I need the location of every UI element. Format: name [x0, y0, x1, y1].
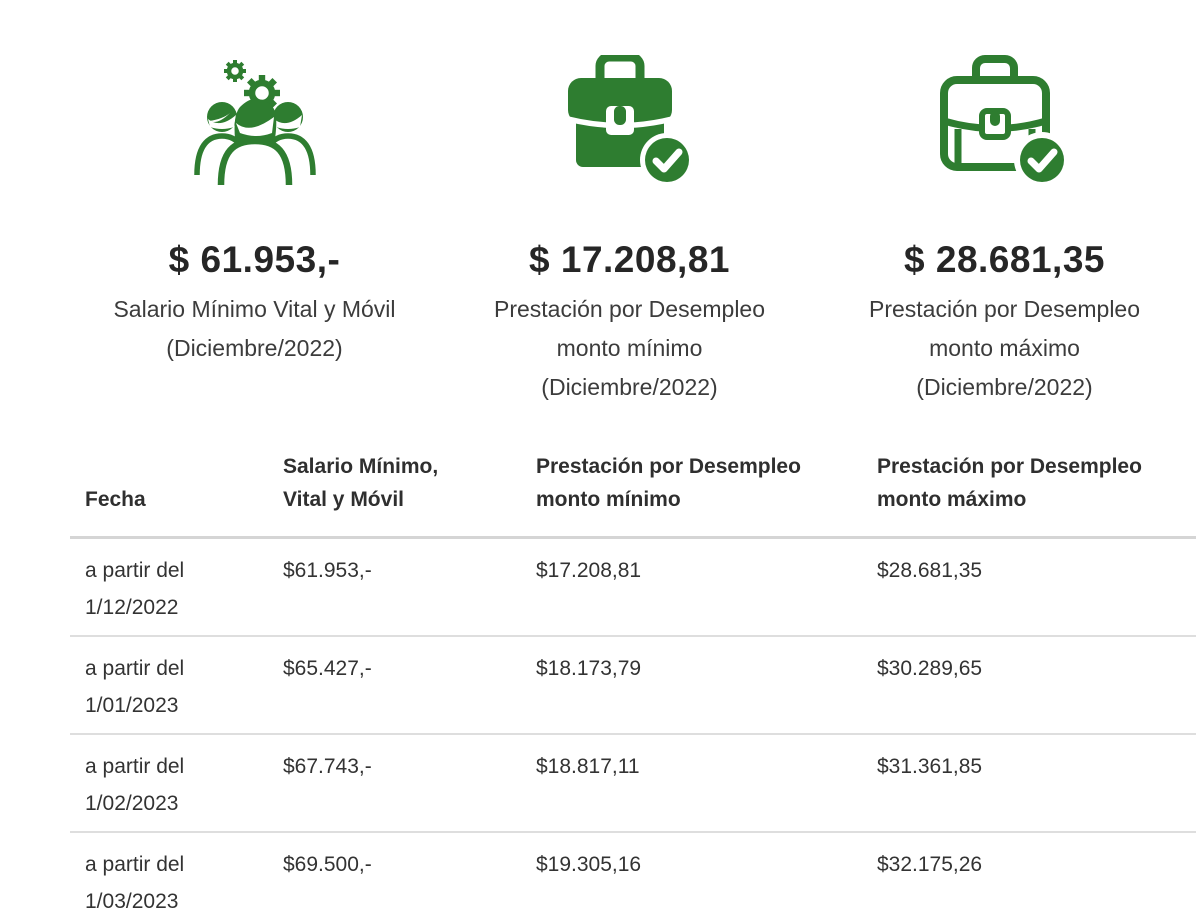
briefcase-check-filled-icon: [565, 30, 695, 187]
cell-desempleo-min: $18.817,11: [536, 734, 877, 833]
cell-desempleo-max: $31.361,85: [877, 734, 1196, 833]
cell-smvm: $67.743,-: [283, 734, 536, 833]
col-header-desempleo-maximo: Prestación por Desempleo monto máximo: [877, 435, 1196, 539]
col-header-desempleo-minimo: Prestación por Desempleo monto mínimo: [536, 435, 877, 539]
people-gears-icon: [190, 30, 320, 186]
cell-desempleo-max: $28.681,35: [877, 537, 1196, 637]
briefcase-check-outline-icon: [939, 30, 1070, 188]
stats-section: $ 61.953,- Salario Mínimo Vital y Móvil …: [67, 0, 1200, 407]
cell-desempleo-min: $19.305,16: [536, 853, 642, 876]
table-row: a partir del 1/02/2023 $67.743,- $18.817…: [70, 734, 1196, 833]
cell-smvm: $65.427,-: [283, 636, 536, 735]
cell-smvm: $61.953,-: [283, 537, 536, 637]
stat-caption: Prestación por Desempleo monto máximo (D…: [868, 296, 1141, 400]
table-row: a partir del 1/03/2023 $69.500,- $19.305…: [70, 832, 1196, 916]
stat-card-smvm: $ 61.953,- Salario Mínimo Vital y Móvil …: [67, 30, 442, 407]
col-header-salario-minimo: Salario Mínimo, Vital y Móvil: [283, 435, 536, 539]
table-row: a partir del 1/12/2022 $61.953,- $17.208…: [70, 537, 1196, 637]
col-header-fecha: Fecha: [70, 435, 283, 539]
cell-fecha: a partir del 1/12/2022: [70, 537, 283, 637]
stat-card-desempleo-minimo: $ 17.208,81 Prestación por Desempleo mon…: [442, 30, 817, 407]
table-header-row: Fecha Salario Mínimo, Vital y Móvil Pres…: [70, 435, 1196, 539]
stat-caption: Prestación por Desempleo monto mínimo (D…: [493, 296, 766, 400]
rates-history-table: Fecha Salario Mínimo, Vital y Móvil Pres…: [70, 435, 1196, 916]
stat-amount: $ 28.681,35: [904, 239, 1105, 280]
cell-desempleo-max: $30.289,65: [877, 636, 1196, 735]
cell-fecha: a partir del 1/02/2023: [70, 734, 283, 833]
table-row: a partir del 1/01/2023 $65.427,- $18.173…: [70, 636, 1196, 735]
stat-card-desempleo-maximo: $ 28.681,35 Prestación por Desempleo mon…: [817, 30, 1192, 407]
cell-fecha: a partir del 1/01/2023: [70, 636, 283, 735]
cell-fecha: a partir del 1/03/2023: [85, 853, 185, 913]
cell-desempleo-max: $32.175,26: [877, 853, 983, 876]
cell-desempleo-min: $18.173,79: [536, 636, 877, 735]
stat-amount: $ 17.208,81: [529, 239, 730, 280]
cell-smvm: $69.500,-: [283, 853, 372, 876]
stat-caption: Salario Mínimo Vital y Móvil (Diciembre/…: [113, 296, 396, 361]
cell-desempleo-min: $17.208,81: [536, 537, 877, 637]
stat-amount: $ 61.953,-: [168, 239, 341, 280]
